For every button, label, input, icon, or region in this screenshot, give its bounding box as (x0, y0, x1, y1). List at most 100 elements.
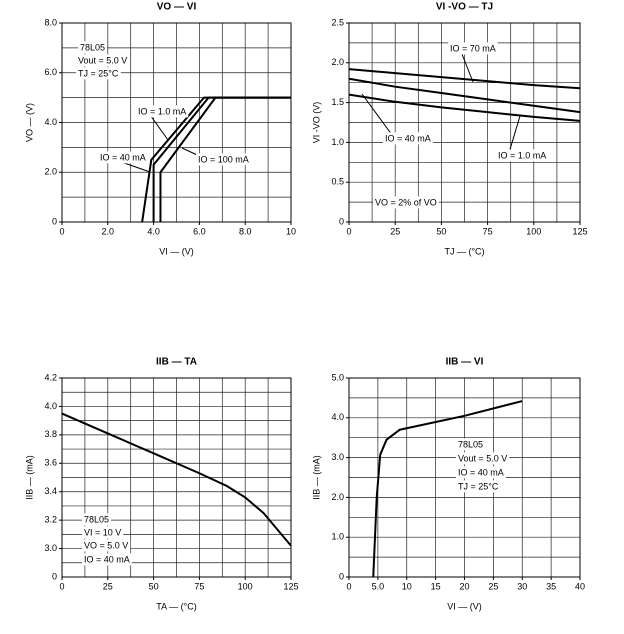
y-tick-label: 0 (339, 571, 344, 581)
y-tick-label: 4.0 (44, 117, 57, 127)
label-background (82, 539, 131, 552)
y-tick-label: 1.5 (331, 97, 344, 107)
chart: 0 2.0 4.0 6.0 8.0 10 0 2.0 4.0 6.0 8.0 VO — VI VI — … (24, 2, 296, 257)
y-tick-label: 3.4 (44, 486, 57, 496)
annotation: Vout = 5.0 V (78, 55, 127, 65)
x-tick-label: 30 (517, 581, 527, 591)
x-axis-label: TJ — (°C) (444, 246, 484, 256)
label-background (448, 42, 498, 55)
x-tick-label: 40 (575, 581, 585, 591)
label-background (373, 196, 439, 209)
x-tick-label: 5.0 (372, 581, 385, 591)
y-tick-label: 2.0 (331, 492, 344, 502)
x-tick-label: 4.0 (147, 226, 160, 236)
x-axis-label: VI — (V) (159, 246, 194, 256)
label-background (76, 54, 130, 67)
x-tick-label: 0 (59, 226, 64, 236)
y-axis-label: VO — (V) (24, 103, 34, 142)
label-background (456, 438, 486, 451)
label-background (456, 466, 506, 479)
series-label: IO = 100 mA (198, 154, 249, 164)
annotation: TJ = 25°C (458, 481, 499, 491)
label-background (456, 480, 501, 493)
x-tick-label: 10 (286, 226, 296, 236)
label-background (136, 105, 189, 118)
x-tick-label: 125 (283, 581, 298, 591)
label-background (383, 132, 433, 145)
y-origin-label: 0 (52, 571, 57, 581)
chart-title: IIB — VI (446, 357, 484, 368)
y-tick-label: 3.6 (44, 458, 57, 468)
y-tick-label: 4.0 (44, 401, 57, 411)
annotation: TJ = 25°C (78, 68, 119, 78)
series-label: IO = 40 mA (385, 133, 431, 143)
x-tick-label: 25 (103, 581, 113, 591)
y-tick-label: 2.0 (44, 167, 57, 177)
label-background (82, 513, 112, 526)
annotation: 78L05 (458, 439, 483, 449)
x-axis-label: TA — (°C) (156, 601, 196, 611)
label-arrow (459, 48, 474, 83)
y-axis-label: VI -VO (V) (311, 102, 321, 144)
chart: 0 5.0 10 15 20 25 30 35 40 0 1.0 2.0 3.0 4.0 5.0 IIB — … (311, 357, 585, 612)
annotation: IO = 40 mA (458, 467, 504, 477)
x-tick-label: 35 (546, 581, 556, 591)
chart: 0 25 50 75 100 125 0 0.5 1.0 1.5 2.0 2.5 VI -VO — TJ… (311, 2, 587, 257)
curve (348, 68, 581, 90)
chart-title: IIB — TA (156, 357, 197, 368)
chart: 0 25 50 75 100 125 3.0 3.2 3.4 3.6 3.8 4.0 4.2 0 IIB —… (24, 357, 298, 612)
label-background (98, 151, 148, 164)
y-tick-label: 2.5 (331, 17, 344, 27)
plot-frame (61, 377, 292, 578)
x-axis-label: VI — (V) (447, 601, 482, 611)
curve (372, 400, 523, 578)
y-tick-label: 1.0 (331, 137, 344, 147)
x-tick-label: 10 (402, 581, 412, 591)
y-tick-label: 3.0 (331, 452, 344, 462)
annotation: VI = 10 V (84, 527, 121, 537)
label-background (76, 67, 121, 80)
y-axis-label: IIB — (mA) (24, 455, 34, 500)
annotation: 78L05 (84, 514, 109, 524)
annotation: VO = 2% of VO (375, 197, 437, 207)
x-tick-label: 75 (194, 581, 204, 591)
label-background (78, 41, 108, 54)
y-axis-label: IIB — (mA) (311, 455, 321, 500)
y-tick-label: 3.8 (44, 429, 57, 439)
series-label: IO = 70 mA (450, 43, 496, 53)
curve (348, 77, 581, 114)
curve (61, 412, 292, 547)
x-tick-label: 25 (390, 226, 400, 236)
label-background (196, 153, 251, 166)
series-label: IO = 40 mA (100, 152, 146, 162)
x-tick-label: 15 (431, 581, 441, 591)
x-tick-label: 20 (459, 581, 469, 591)
chart-title: VO — VI (157, 2, 197, 13)
x-tick-label: 8.0 (239, 226, 252, 236)
label-background (82, 526, 124, 539)
label-background (82, 553, 132, 566)
x-tick-label: 0 (346, 581, 351, 591)
y-tick-label: 0 (339, 216, 344, 226)
y-tick-label: 4.2 (44, 372, 57, 382)
x-tick-label: 6.0 (193, 226, 206, 236)
chart-title: VI -VO — TJ (436, 2, 493, 13)
y-tick-label: 3.0 (44, 543, 57, 553)
series-label: IO = 1.0 mA (138, 106, 186, 116)
x-tick-label: 100 (526, 226, 541, 236)
x-tick-label: 2.0 (102, 226, 115, 236)
x-tick-label: 125 (572, 226, 587, 236)
y-tick-label: 8.0 (44, 17, 57, 27)
y-tick-label: 0.5 (331, 177, 344, 187)
label-arrow (507, 115, 521, 157)
label-arrow (361, 93, 396, 140)
annotation: VO = 5.0 V (84, 540, 128, 550)
x-tick-label: 50 (149, 581, 159, 591)
label-background (456, 452, 510, 465)
y-tick-label: 4.0 (331, 412, 344, 422)
x-tick-label: 100 (238, 581, 253, 591)
y-tick-label: 0 (52, 216, 57, 226)
x-tick-label: 0 (59, 581, 64, 591)
x-tick-label: 25 (488, 581, 498, 591)
